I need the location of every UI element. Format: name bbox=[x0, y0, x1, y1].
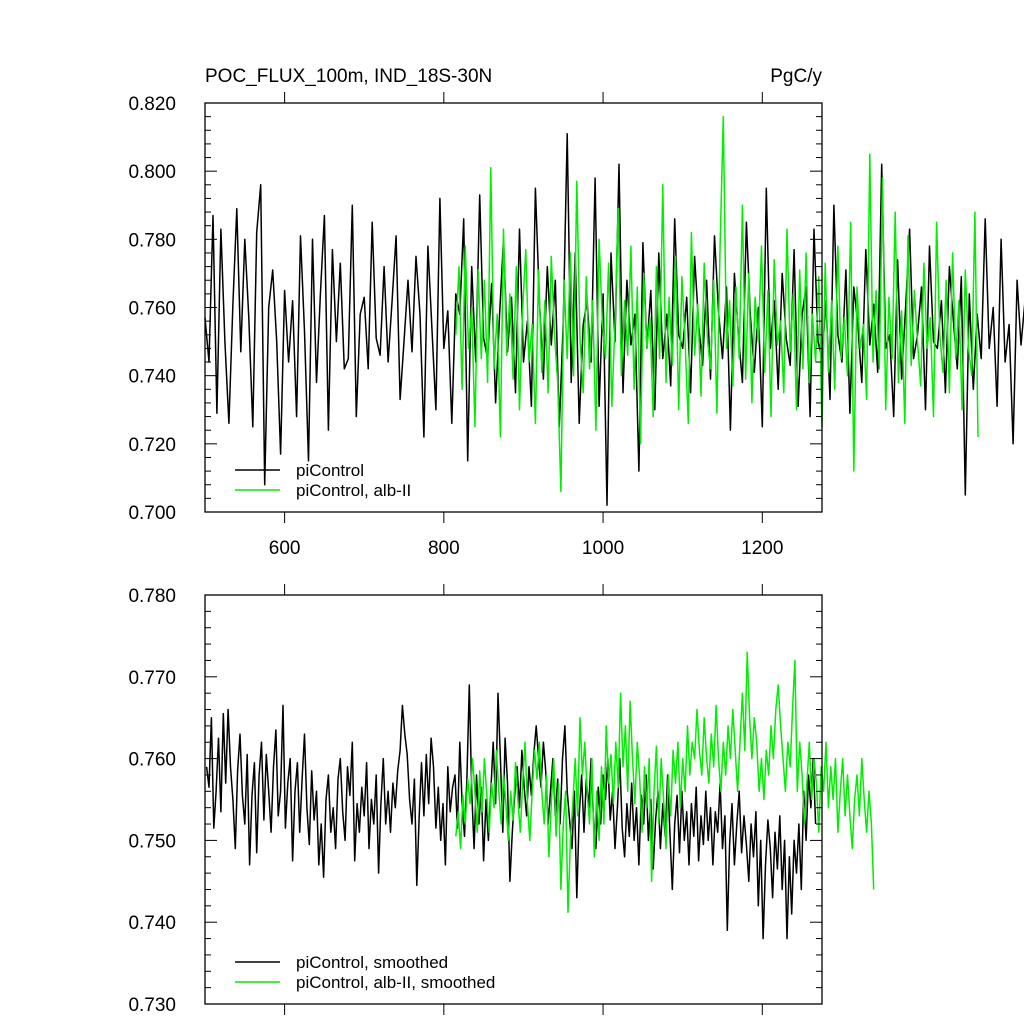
legend: piControl, smoothed piControl, alb-II, s… bbox=[235, 953, 495, 992]
y-tick-label: 0.770 bbox=[128, 668, 176, 689]
legend-label-picontrol: piControl bbox=[296, 461, 364, 480]
series-line-picontrol bbox=[204, 132, 1024, 506]
series-line-picontrol-alb-ii-smoothed bbox=[455, 651, 875, 914]
top-panel: POC_FLUX_100m, IND_18S-30N PgC/y 0.7000.… bbox=[128, 66, 1024, 559]
y-tick-label: 0.780 bbox=[128, 230, 176, 251]
chart-title-units: PgC/y bbox=[770, 66, 822, 87]
tick-label-layer: 0.730 0.740 0.750 0.760 0.770 0.780 bbox=[128, 586, 176, 1016]
y-tick-label: 0.800 bbox=[128, 162, 176, 183]
y-tick-label: 0.750 bbox=[128, 831, 176, 852]
bottom-panel: 0.730 0.740 0.750 0.760 0.770 0.780 piControl… bbox=[128, 584, 875, 1016]
series-line-picontrol-alb-ii bbox=[455, 115, 979, 493]
legend-label-picontrol-alb-ii: piControl, alb-II bbox=[296, 481, 411, 500]
y-tick-label: 0.780 bbox=[128, 586, 176, 607]
x-tick-label: 1000 bbox=[582, 538, 624, 559]
y-tick-label: 0.740 bbox=[128, 913, 176, 934]
tick-layer bbox=[205, 92, 822, 523]
y-tick-label: 0.740 bbox=[128, 367, 176, 388]
x-tick-label: 800 bbox=[428, 538, 460, 559]
series-line-picontrol-smoothed bbox=[205, 684, 817, 940]
legend-label-picontrol-smoothed: piControl, smoothed bbox=[296, 953, 448, 972]
y-tick-label: 0.700 bbox=[128, 503, 176, 524]
y-tick-label: 0.760 bbox=[128, 750, 176, 771]
y-tick-label: 0.820 bbox=[128, 94, 176, 115]
y-tick-label: 0.760 bbox=[128, 299, 176, 320]
tick-label-layer: 0.700 0.720 0.740 0.760 0.780 0.800 0.820 600 80… bbox=[128, 94, 783, 559]
series-layer bbox=[204, 115, 1024, 506]
series-layer bbox=[205, 651, 875, 940]
legend-label-picontrol-alb-ii-smoothed: piControl, alb-II, smoothed bbox=[296, 973, 495, 992]
y-tick-label: 0.720 bbox=[128, 435, 176, 456]
legend: piControl piControl, alb-II bbox=[235, 461, 411, 500]
chart-title-left: POC_FLUX_100m, IND_18S-30N bbox=[205, 66, 492, 87]
plot-frame-bottom bbox=[204, 594, 823, 1005]
x-tick-label: 1200 bbox=[741, 538, 783, 559]
y-tick-label: 0.730 bbox=[128, 995, 176, 1016]
plot-frame-top bbox=[204, 102, 823, 513]
x-tick-label: 600 bbox=[269, 538, 301, 559]
